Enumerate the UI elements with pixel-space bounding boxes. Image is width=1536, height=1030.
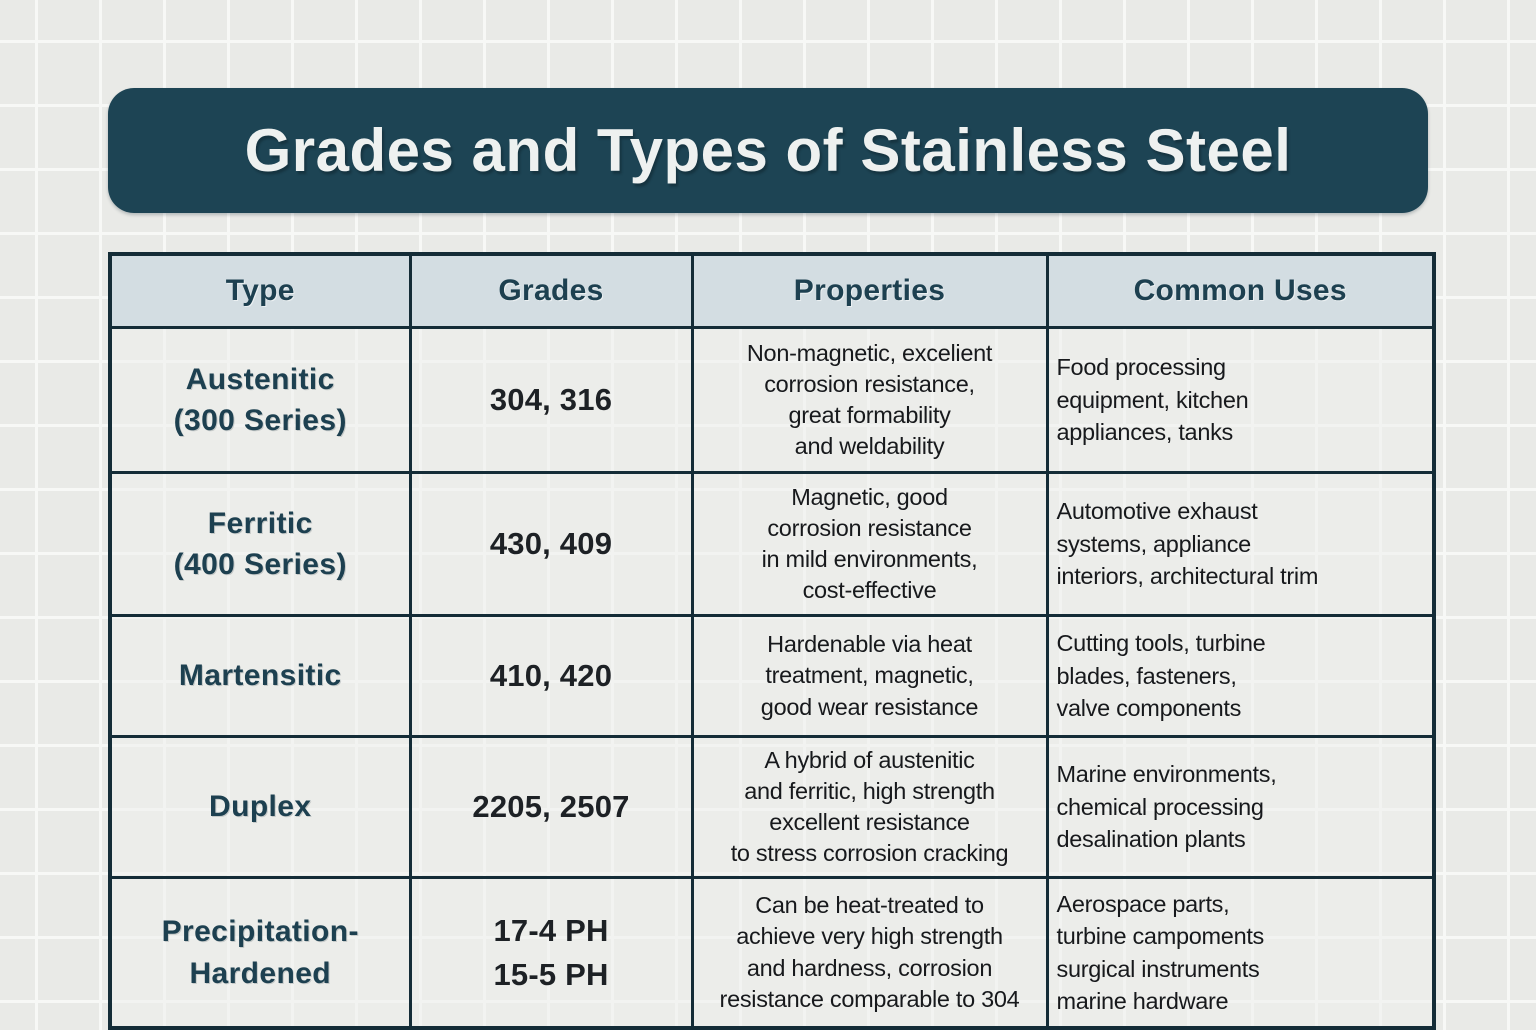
properties-cell: Magnetic, good corrosion resistance in m… xyxy=(690,471,1049,617)
type-cell: Precipitation- Hardened xyxy=(108,876,412,1030)
table-row-martensitic: Martensitic 410, 420 Hardenable via heat… xyxy=(108,614,1436,738)
type-cell: Martensitic xyxy=(108,614,412,738)
properties-cell: Non-magnetic, excelient corrosion resist… xyxy=(690,326,1049,474)
column-header-properties: Properties xyxy=(690,252,1049,329)
table-header-row: Type Grades Properties Common Uses xyxy=(108,252,1436,329)
grades-cell: 304, 316 xyxy=(408,326,694,474)
stainless-steel-table: Type Grades Properties Common Uses Auste… xyxy=(108,252,1436,1030)
title-banner: Grades and Types of Stainless Steel xyxy=(108,88,1428,213)
properties-cell: Hardenable via heat treatment, magnetic,… xyxy=(690,614,1049,738)
grades-cell: 17-4 PH 15-5 PH xyxy=(408,876,694,1030)
type-cell: Austenitic (300 Series) xyxy=(108,326,412,474)
type-cell: Ferritic (400 Series) xyxy=(108,471,412,617)
table-row-ferritic: Ferritic (400 Series) 430, 409 Magnetic,… xyxy=(108,471,1436,617)
column-header-common-uses: Common Uses xyxy=(1045,252,1436,329)
common-uses-cell: Cutting tools, turbine blades, fasteners… xyxy=(1045,614,1436,738)
table-row-precipitation-hardened: Precipitation- Hardened 17-4 PH 15-5 PH … xyxy=(108,876,1436,1030)
common-uses-cell: Aerospace parts, turbine campoments surg… xyxy=(1045,876,1436,1030)
column-header-grades: Grades xyxy=(408,252,694,329)
properties-cell: A hybrid of austenitic and ferritic, hig… xyxy=(690,735,1049,879)
grades-cell: 2205, 2507 xyxy=(408,735,694,879)
grades-cell: 430, 409 xyxy=(408,471,694,617)
table-row-austenitic: Austenitic (300 Series) 304, 316 Non-mag… xyxy=(108,326,1436,474)
properties-cell: Can be heat-treated to achieve very high… xyxy=(690,876,1049,1030)
common-uses-cell: Food processing equipment, kitchen appli… xyxy=(1045,326,1436,474)
column-header-type: Type xyxy=(108,252,412,329)
grades-cell: 410, 420 xyxy=(408,614,694,738)
page-title: Grades and Types of Stainless Steel xyxy=(244,117,1292,184)
type-cell: Duplex xyxy=(108,735,412,879)
common-uses-cell: Marine environments, chemical processing… xyxy=(1045,735,1436,879)
table-row-duplex: Duplex 2205, 2507 A hybrid of austenitic… xyxy=(108,735,1436,879)
common-uses-cell: Automotive exhaust systems, appliance in… xyxy=(1045,471,1436,617)
